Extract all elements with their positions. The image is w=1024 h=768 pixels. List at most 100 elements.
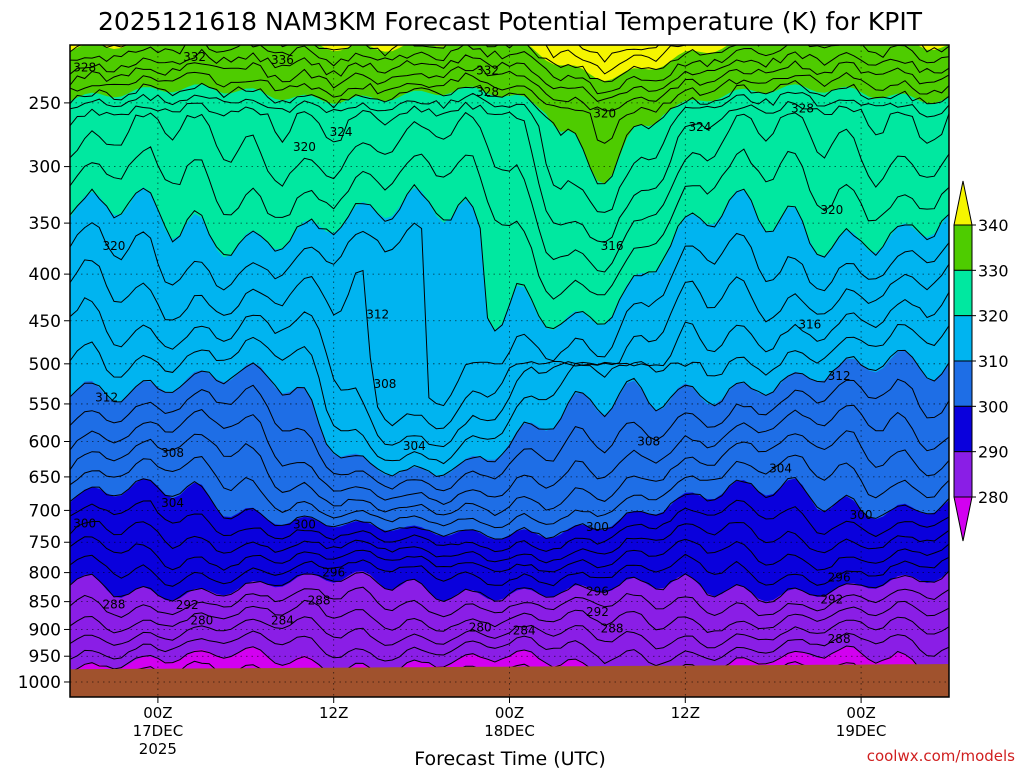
y-tick-label: 250: [29, 94, 61, 114]
colorbar-label: 300: [978, 397, 1009, 416]
y-tick-label: 550: [29, 395, 61, 415]
contour-label: 304: [161, 496, 184, 510]
contour-label: 312: [95, 391, 118, 405]
y-tick-label: 750: [29, 533, 61, 553]
contour-label: 332: [476, 63, 499, 77]
contour-328: [70, 91, 949, 213]
x-axis-label: Forecast Time (UTC): [414, 748, 605, 768]
colorbar-band: [953, 451, 973, 498]
contour-310: [70, 349, 949, 478]
contour-344: [578, 45, 660, 63]
credit-text: coolwx.com/models: [867, 747, 1015, 765]
contour-330: [70, 80, 949, 185]
ground-area: [70, 664, 949, 697]
y-tick-label: 600: [29, 433, 61, 453]
contour-306: [70, 404, 949, 505]
contour-label: 336: [271, 53, 294, 67]
y-tick-label: 400: [29, 265, 61, 285]
contour-label: 312: [366, 307, 389, 321]
colorbar-bottom-extend: [953, 496, 973, 542]
contour-316: [70, 259, 949, 430]
y-tick-label: 700: [29, 501, 61, 521]
x-tick-date: 19DEC: [836, 722, 887, 740]
contour-304: [70, 430, 949, 517]
contour-318: [70, 222, 949, 407]
y-tick-label: 300: [29, 158, 61, 178]
contour-336: [70, 48, 949, 102]
colorbar-band: [953, 360, 973, 407]
contour-label: 324: [688, 120, 711, 134]
ground-fill: [70, 664, 949, 697]
contour-label: 300: [73, 516, 96, 530]
contour-332: [70, 71, 949, 144]
y-tick-label: 450: [29, 312, 61, 332]
contour-label: 284: [271, 614, 294, 628]
contour-302: [70, 454, 949, 529]
y-tick-label: 850: [29, 593, 61, 613]
x-tick-label: 00Z: [495, 704, 524, 722]
colorbar-band: [953, 224, 973, 271]
contour-label: 284: [513, 624, 536, 638]
x-tick-date: 17DEC: [133, 722, 184, 740]
x-tick-year: 2025: [139, 740, 177, 758]
contour-324: [70, 111, 949, 273]
x-tick-label: 00Z: [846, 704, 875, 722]
contour-label: 288: [102, 597, 125, 611]
contour-label: 320: [593, 107, 616, 121]
contour-label: 280: [469, 620, 492, 634]
contour-label: 292: [820, 592, 843, 606]
y-axis: 250 300 350 400 450 500 550 600 650 700 750 800 850 9…: [18, 94, 70, 693]
y-tick-label: 500: [29, 355, 61, 375]
y-tick-label: 650: [29, 468, 61, 488]
x-tick-label: 12Z: [671, 704, 700, 722]
contour-label: 300: [293, 518, 316, 532]
contour-label: 312: [828, 369, 851, 383]
contour-label: 288: [828, 632, 851, 646]
contour-label: 320: [102, 239, 125, 253]
contour-label: 308: [637, 435, 660, 449]
contour-label: 296: [322, 566, 345, 580]
x-tick-label: 12Z: [319, 704, 348, 722]
contour-label: 320: [820, 203, 843, 217]
colorbar-band: [953, 405, 973, 453]
x-tick-date: 18DEC: [484, 722, 535, 740]
contour-label: 324: [330, 125, 353, 139]
contour-342: [544, 45, 689, 75]
contour-label: 288: [601, 621, 624, 635]
contour-label: 292: [586, 605, 609, 619]
colorbar-band: [953, 269, 973, 317]
y-tick-label: 950: [29, 647, 61, 667]
y-tick-label: 350: [29, 214, 61, 234]
contour-label: 300: [850, 508, 873, 522]
y-tick-label: 1000: [18, 673, 61, 693]
contour-label: 296: [828, 570, 851, 584]
y-tick-label: 900: [29, 620, 61, 640]
colorbar-label: 280: [978, 488, 1009, 507]
colorbar-label: 320: [978, 307, 1009, 326]
contour-label: 304: [769, 462, 792, 476]
contour-300: [70, 476, 949, 540]
colorbar-label: 290: [978, 443, 1009, 462]
y-tick-label: 800: [29, 564, 61, 584]
theta-fill-bands: [70, 45, 949, 697]
colorbar-label: 340: [978, 216, 1009, 235]
contour-294: [70, 536, 949, 573]
contour-292: [70, 553, 949, 587]
colorbar-label: 330: [978, 261, 1009, 280]
contour-label: 296: [586, 584, 609, 598]
colorbar-top-extend: [953, 180, 973, 226]
contour-label: 292: [176, 598, 199, 612]
colorbar-band: [953, 315, 973, 362]
grid-lines: [70, 45, 949, 697]
colorbar: 280 290 300 310 320 330 340: [953, 180, 1009, 542]
contour-286: [70, 599, 949, 634]
contour-label: 320: [293, 140, 316, 154]
contour-338: [70, 45, 949, 95]
contour-label: 332: [183, 50, 206, 64]
contour-label: 308: [161, 446, 184, 460]
chart-title: 2025121618 NAM3KM Forecast Potential Tem…: [98, 7, 923, 36]
contour-labels: 328 332 336 332 328 320 324 324 320 328 320 320 316 3…: [73, 50, 872, 646]
contour-296: [70, 520, 949, 564]
contour-label: 316: [798, 317, 821, 331]
